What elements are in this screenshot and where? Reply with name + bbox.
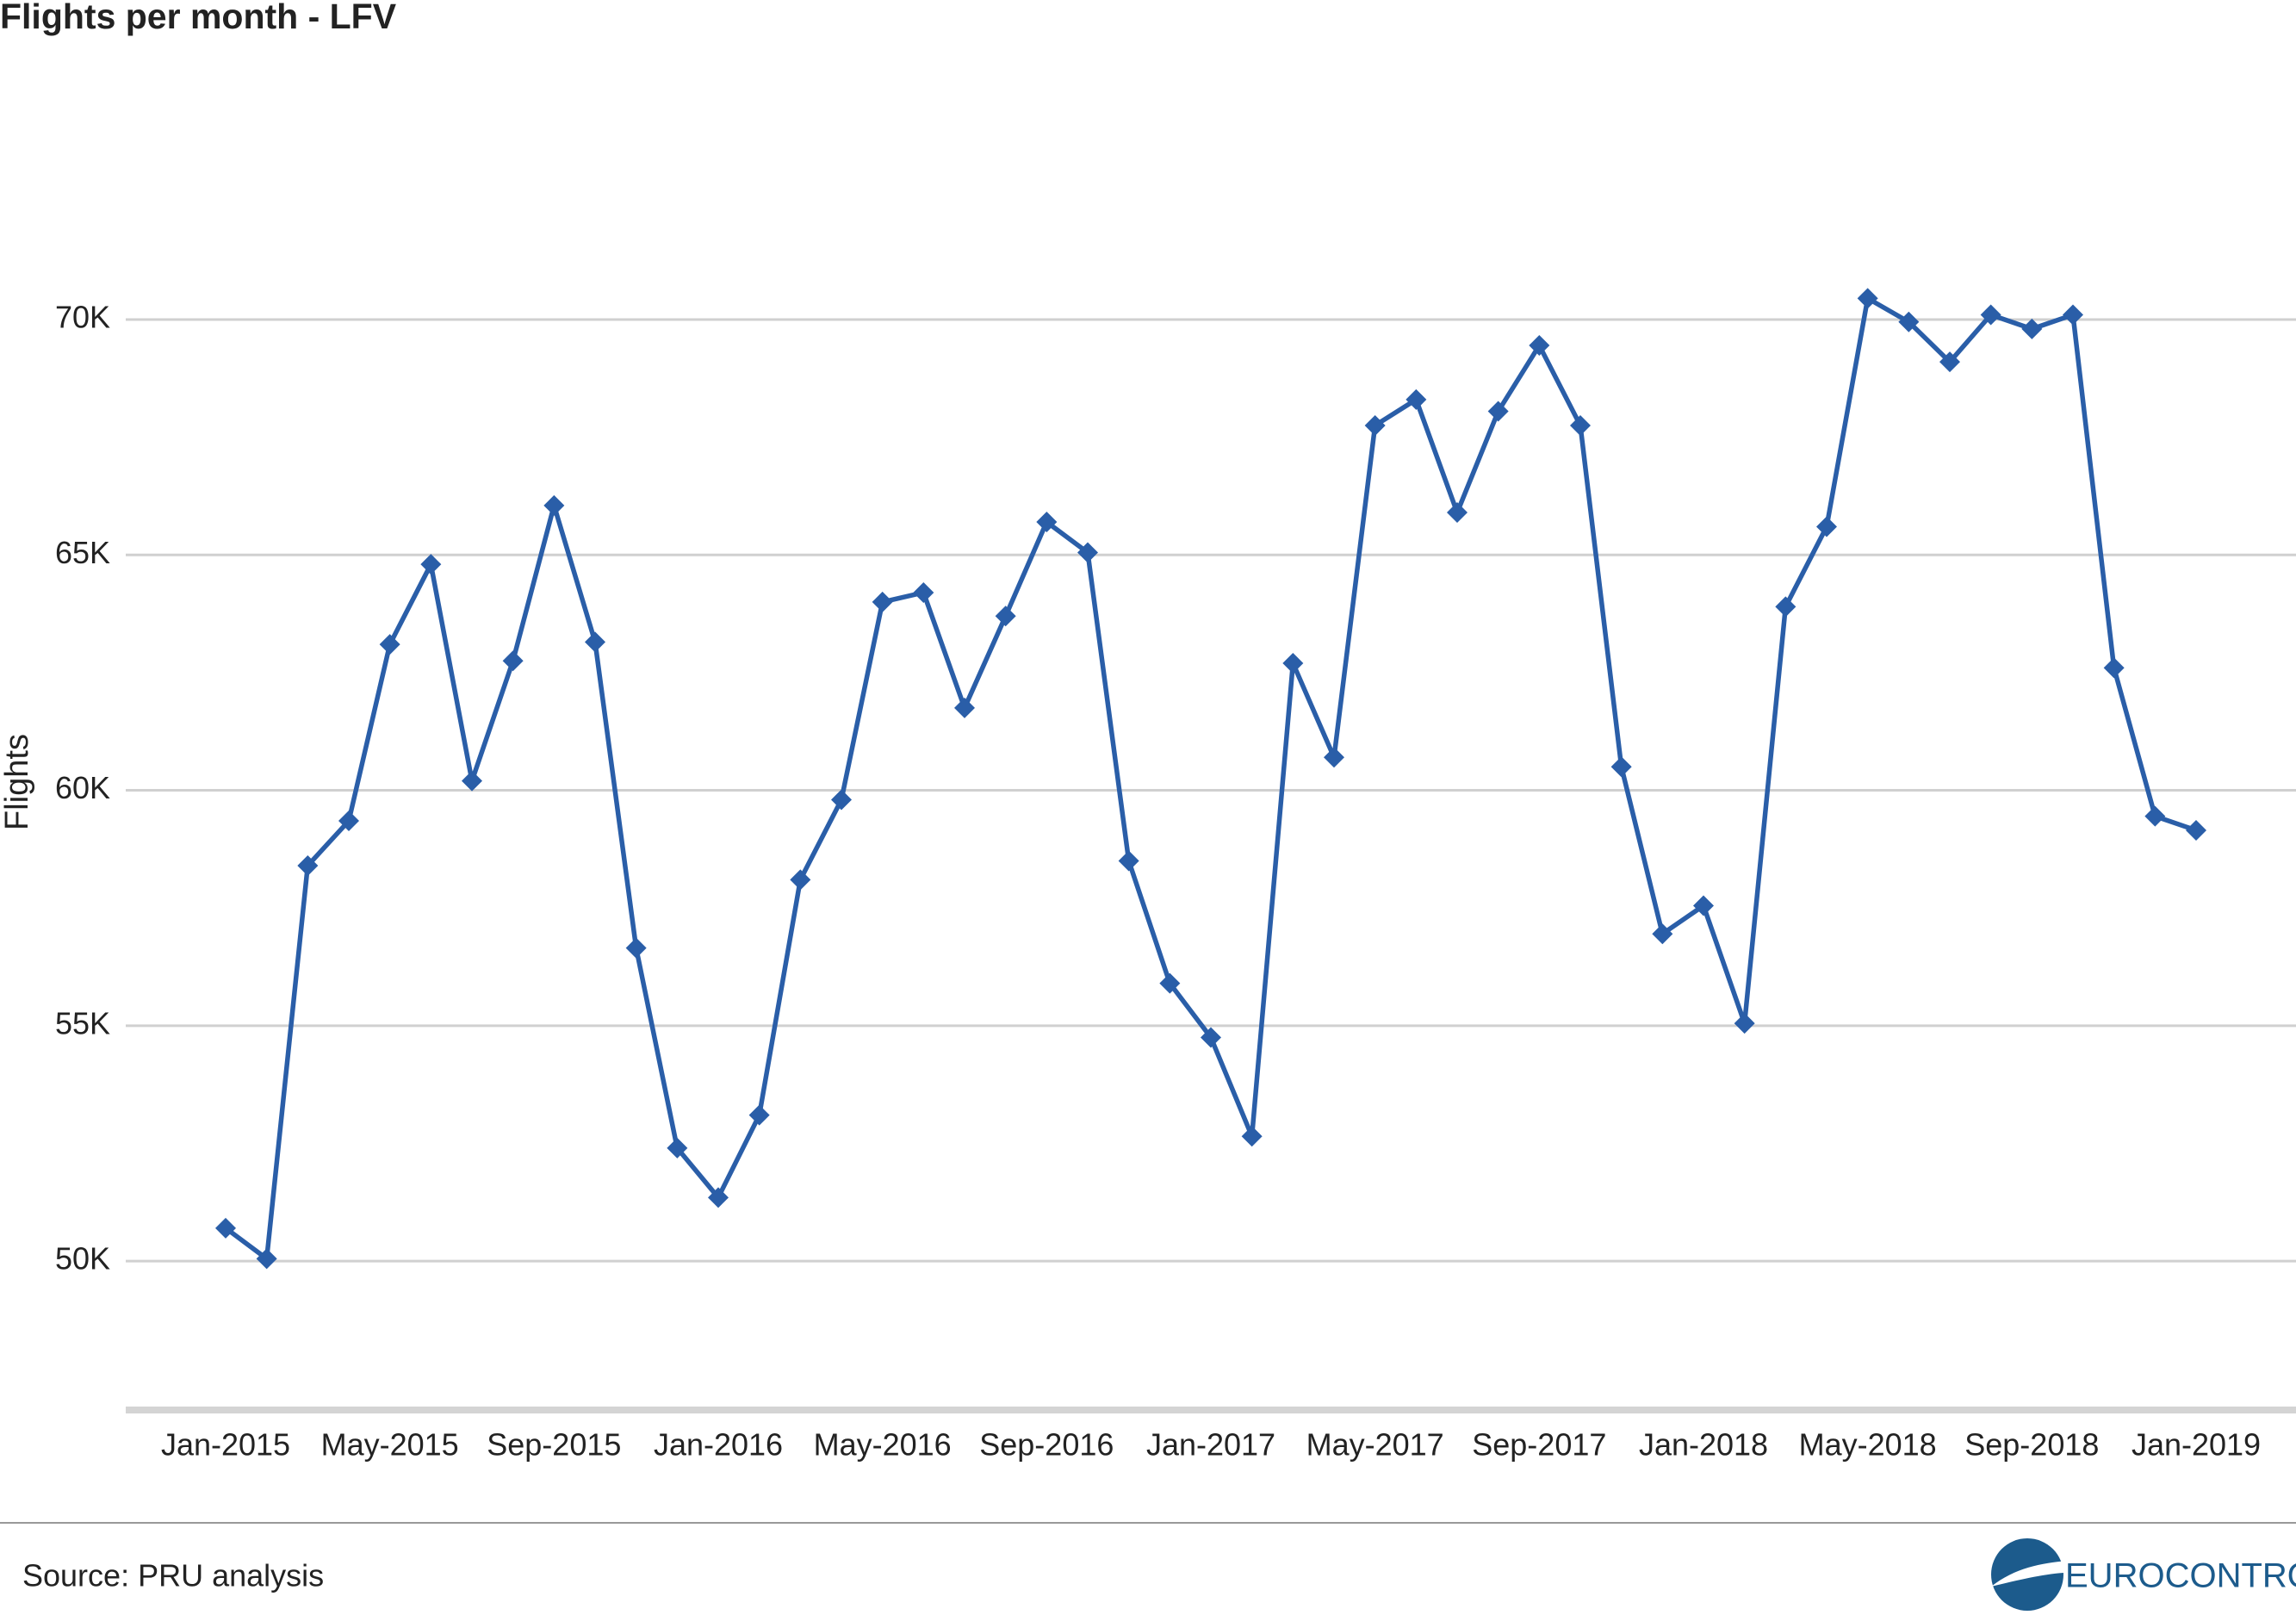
x-tick-label: Jan-2016 xyxy=(654,1427,783,1463)
data-point xyxy=(502,650,524,672)
data-point xyxy=(1816,516,1837,537)
data-point xyxy=(913,581,934,603)
x-tick-label: Sep-2017 xyxy=(1472,1427,1606,1463)
data-point xyxy=(1980,304,2001,326)
x-tick-label: Jan-2019 xyxy=(2132,1427,2261,1463)
data-point xyxy=(1118,850,1139,872)
y-tick-label: 60K xyxy=(55,770,110,805)
data-point xyxy=(585,631,605,653)
data-point xyxy=(1364,414,1386,436)
data-point xyxy=(1693,895,1714,916)
data-point xyxy=(420,554,442,575)
y-tick-label: 55K xyxy=(55,1005,110,1040)
data-point xyxy=(1406,388,1427,410)
x-tick-label: May-2015 xyxy=(321,1427,459,1463)
data-point xyxy=(2021,318,2043,339)
chart-title: Flights per month - LFV xyxy=(0,0,397,36)
data-point xyxy=(1857,288,1878,309)
data-point xyxy=(297,854,319,876)
data-point xyxy=(1201,1027,1221,1048)
series-line xyxy=(224,295,2197,1262)
data-point xyxy=(995,606,1016,627)
data-point xyxy=(1036,511,1058,532)
x-tick-label: May-2018 xyxy=(1799,1427,1937,1463)
data-point xyxy=(256,1248,277,1270)
data-point xyxy=(1939,351,1960,373)
data-point xyxy=(1324,747,1344,768)
data-point xyxy=(1282,652,1304,674)
y-axis-label: Flights xyxy=(0,734,35,830)
y-tick-label: 65K xyxy=(55,535,110,570)
data-point xyxy=(1241,1126,1263,1147)
data-point xyxy=(338,811,359,832)
data-point xyxy=(215,1217,236,1239)
data-point xyxy=(1447,502,1468,524)
data-point xyxy=(954,697,975,718)
data-point xyxy=(1570,414,1591,436)
x-tick-label: Jan-2017 xyxy=(1146,1427,1275,1463)
x-tick-label: May-2017 xyxy=(1306,1427,1444,1463)
data-point xyxy=(1898,311,1920,332)
data-point xyxy=(1734,1013,1755,1034)
data-point xyxy=(1529,335,1550,357)
x-tick-label: Sep-2015 xyxy=(487,1427,621,1463)
data-point xyxy=(1077,542,1098,563)
data-point xyxy=(1487,401,1509,422)
logo: EUROCONTROL xyxy=(1991,1538,2296,1611)
x-tick-label: May-2016 xyxy=(814,1427,952,1463)
x-tick-label: Jan-2018 xyxy=(1639,1427,1768,1463)
data-point xyxy=(2186,819,2206,841)
data-point xyxy=(2063,304,2083,326)
data-point xyxy=(2144,805,2166,827)
plot-area: 50K 55K 60K 65K 70K Jan-2015 May-2015 Sep-2015 J… xyxy=(55,288,2296,1463)
data-point xyxy=(379,634,400,655)
y-tick-label: 70K xyxy=(55,299,110,334)
x-tick-label: Sep-2016 xyxy=(979,1427,1114,1463)
logo-text: EUROCONTROL xyxy=(2065,1557,2296,1595)
data-point xyxy=(1652,923,1673,945)
logo-swoosh xyxy=(1991,1561,2067,1587)
data-point xyxy=(667,1137,688,1158)
data-point xyxy=(625,937,647,959)
x-tick-label: Jan-2015 xyxy=(161,1427,290,1463)
data-point xyxy=(543,494,565,516)
data-point xyxy=(462,770,482,792)
data-point xyxy=(1775,596,1796,618)
source-note: Source: PRU analysis xyxy=(22,1558,324,1593)
data-point xyxy=(1159,972,1181,994)
data-point xyxy=(1610,756,1632,778)
data-point xyxy=(708,1187,729,1208)
data-point xyxy=(831,789,852,811)
data-point xyxy=(790,869,811,891)
data-point xyxy=(748,1104,770,1126)
data-point xyxy=(2103,657,2125,679)
x-tick-label: Sep-2018 xyxy=(1964,1427,2099,1463)
data-point xyxy=(872,591,893,612)
y-tick-label: 50K xyxy=(55,1241,110,1276)
